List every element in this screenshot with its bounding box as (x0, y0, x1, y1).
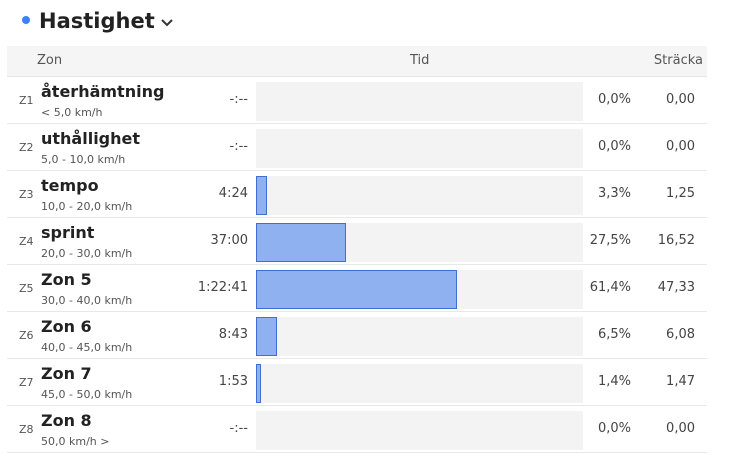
zone-name: sprint (41, 223, 95, 242)
zone-bar-track (256, 82, 583, 121)
zone-name: uthållighet (41, 129, 141, 148)
zone-percent: 0,0% (597, 139, 631, 154)
zone-range: 50,0 km/h > (41, 435, 110, 448)
zone-bar (256, 270, 457, 309)
table-row: Z5 Zon 5 30,0 - 40,0 km/h 1:22:41 61,4% … (7, 265, 707, 312)
zone-code: Z6 (19, 329, 34, 342)
zone-name: Zon 5 (41, 270, 92, 289)
section-title: Hastighet (39, 9, 155, 33)
zone-distance: 0,00 (666, 139, 695, 154)
table-row: Z6 Zon 6 40,0 - 45,0 km/h 8:43 6,5% 6,08 (7, 312, 707, 359)
zone-bar (256, 317, 277, 356)
zone-percent: 1,4% (597, 374, 631, 389)
zone-range: 40,0 - 45,0 km/h (41, 341, 133, 354)
zone-bar-track (256, 129, 583, 168)
zone-distance: 1,25 (666, 186, 695, 201)
zone-time: 4:24 (218, 186, 248, 201)
zone-percent: 0,0% (597, 421, 631, 436)
zone-name: tempo (41, 176, 99, 195)
zone-time: 37:00 (210, 233, 248, 248)
zone-bar (256, 176, 267, 215)
zone-code: Z3 (19, 188, 34, 201)
zone-percent: 61,4% (589, 280, 631, 295)
zone-range: 20,0 - 30,0 km/h (41, 247, 133, 260)
zone-distance: 1,47 (666, 374, 695, 389)
zone-bar-track (256, 223, 583, 262)
zone-name: Zon 7 (41, 364, 92, 383)
table-row: Z3 tempo 10,0 - 20,0 km/h 4:24 3,3% 1,25 (7, 171, 707, 218)
zone-time: 1:22:41 (197, 280, 248, 295)
table-row: Z2 uthållighet 5,0 - 10,0 km/h -:-- 0,0%… (7, 124, 707, 171)
chevron-down-icon[interactable] (161, 19, 173, 27)
zone-code: Z1 (19, 94, 34, 107)
zone-distance: 0,00 (666, 92, 695, 107)
zone-bar-track (256, 364, 583, 403)
table-row: Z7 Zon 7 45,0 - 50,0 km/h 1:53 1,4% 1,47 (7, 359, 707, 406)
table-row: Z4 sprint 20,0 - 30,0 km/h 37:00 27,5% 1… (7, 218, 707, 265)
zone-time: -:-- (229, 421, 248, 436)
zone-range: 45,0 - 50,0 km/h (41, 388, 133, 401)
zone-percent: 6,5% (597, 327, 631, 342)
section-header[interactable]: Hastighet (22, 6, 173, 36)
table-row: Z8 Zon 8 50,0 km/h > -:-- 0,0% 0,00 (7, 406, 707, 453)
zone-name: återhämtning (41, 82, 165, 101)
zone-time: -:-- (229, 139, 248, 154)
status-dot (22, 16, 30, 24)
zone-percent: 27,5% (589, 233, 631, 248)
zone-bar (256, 223, 346, 262)
zone-time: 8:43 (218, 327, 248, 342)
zone-code: Z7 (19, 376, 34, 389)
zone-range: 10,0 - 20,0 km/h (41, 200, 133, 213)
zone-distance: 47,33 (657, 280, 695, 295)
table-row: Z1 återhämtning < 5,0 km/h -:-- 0,0% 0,0… (7, 77, 707, 124)
zone-code: Z4 (19, 235, 34, 248)
zone-distance: 16,52 (657, 233, 695, 248)
column-header-zone: Zon (37, 53, 63, 68)
zone-bar (256, 364, 261, 403)
zone-code: Z8 (19, 423, 34, 436)
zone-code: Z5 (19, 282, 34, 295)
zone-bar-track (256, 176, 583, 215)
column-header-distance: Sträcka (653, 53, 703, 68)
zone-code: Z2 (19, 141, 34, 154)
zones-table: Zon Tid Sträcka Z1 återhämtning < 5,0 km… (7, 46, 707, 453)
zone-name: Zon 8 (41, 411, 92, 430)
zone-bar-track (256, 270, 583, 309)
zone-range: 5,0 - 10,0 km/h (41, 153, 126, 166)
zone-distance: 6,08 (666, 327, 695, 342)
zone-time: -:-- (229, 92, 248, 107)
zone-percent: 0,0% (597, 92, 631, 107)
zone-range: 30,0 - 40,0 km/h (41, 294, 133, 307)
zone-bar-track (256, 411, 583, 450)
zone-time: 1:53 (218, 374, 248, 389)
zone-range: < 5,0 km/h (41, 106, 103, 119)
column-header-time: Tid (410, 53, 430, 68)
zone-distance: 0,00 (666, 421, 695, 436)
zone-percent: 3,3% (597, 186, 631, 201)
zone-bar-track (256, 317, 583, 356)
zone-name: Zon 6 (41, 317, 92, 336)
table-header: Zon Tid Sträcka (7, 46, 707, 77)
